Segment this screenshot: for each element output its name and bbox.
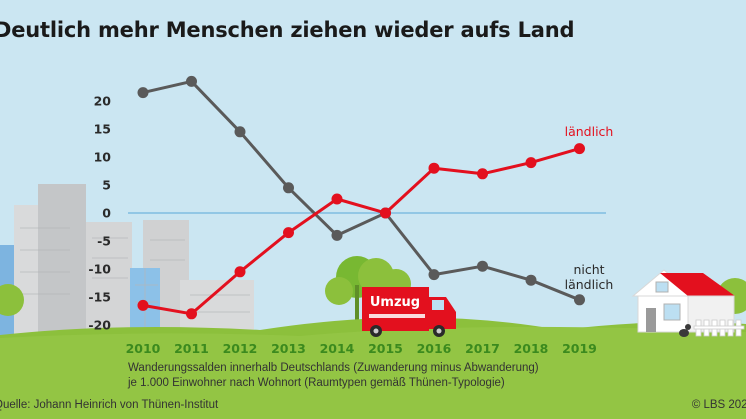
chart-caption: Wanderungssalden innerhalb Deutschlands … — [128, 361, 539, 391]
data-point-rural — [525, 157, 537, 169]
chart-title: Deutlich mehr Menschen ziehen wieder auf… — [0, 18, 575, 42]
grass-hill — [0, 326, 746, 419]
y-tick-label: 5 — [102, 178, 111, 193]
legend-nonrural-line1: nicht — [573, 262, 604, 277]
caption-line-2: je 1.000 Einwohner nach Wohnort (Raumtyp… — [128, 377, 505, 389]
data-point-nonrural — [331, 229, 343, 241]
data-point-rural — [428, 162, 440, 174]
y-axis-ticks: 20 15 10 5 0 -5 -10 -15 -20 — [88, 94, 111, 333]
moving-truck: Umzug — [362, 287, 456, 337]
caption-line-1: Wanderungssalden innerhalb Deutschlands … — [128, 362, 539, 374]
data-point-nonrural — [283, 182, 294, 194]
truck-label: Umzug — [370, 295, 420, 310]
y-tick-label: 15 — [94, 122, 111, 137]
y-tick-label: -20 — [88, 318, 111, 333]
tree — [325, 277, 353, 305]
data-point-rural — [283, 227, 294, 239]
series-line-rural — [141, 147, 581, 316]
y-tick-label: -10 — [88, 262, 111, 277]
copyright-note: © LBS 2022 — [691, 399, 746, 411]
legend-rural: ländlich — [565, 124, 614, 139]
x-tick-label: 2016 — [417, 341, 452, 356]
data-point-rural — [380, 207, 391, 219]
x-tick-label: 2015 — [368, 341, 403, 356]
x-tick-label: 2013 — [271, 341, 306, 356]
tree-trunk — [355, 285, 359, 325]
series-lines — [141, 79, 581, 316]
data-point-nonrural — [186, 75, 197, 87]
legend: ländlich nicht ländlich — [565, 124, 614, 292]
data-point-nonrural — [477, 260, 488, 272]
x-axis-ticks: 2010 2011 2012 2013 2014 2015 2016 2017 2018 2019 — [126, 341, 597, 356]
y-tick-label: 10 — [94, 150, 112, 165]
data-point-nonrural — [234, 126, 246, 138]
x-tick-label: 2014 — [320, 341, 355, 356]
x-tick-label: 2010 — [126, 341, 161, 356]
building — [38, 184, 86, 335]
source-note: Quelle: Johann Heinrich von Thünen-Insti… — [0, 399, 219, 411]
x-tick-label: 2018 — [514, 341, 549, 356]
series-points — [137, 75, 585, 320]
x-tick-label: 2012 — [223, 341, 258, 356]
y-tick-label: -15 — [88, 290, 111, 305]
y-tick-label: 0 — [102, 206, 111, 221]
x-tick-label: 2011 — [174, 341, 209, 356]
house — [631, 269, 745, 337]
data-point-rural — [137, 299, 149, 311]
data-point-nonrural — [574, 294, 585, 306]
series-line-nonrural — [141, 79, 581, 302]
data-point-nonrural — [428, 269, 440, 281]
building — [180, 280, 254, 335]
data-point-rural — [186, 308, 197, 320]
data-point-rural — [574, 143, 585, 155]
data-point-rural — [477, 168, 488, 180]
y-tick-label: 20 — [94, 94, 112, 109]
data-point-nonrural — [137, 87, 149, 99]
y-tick-label: -5 — [97, 234, 111, 249]
data-point-rural — [234, 266, 246, 278]
tree — [0, 284, 24, 316]
x-tick-label: 2019 — [562, 341, 597, 356]
data-point-nonrural — [525, 274, 537, 286]
data-point-rural — [331, 193, 343, 205]
background-illustration: Umzug — [0, 184, 746, 419]
x-tick-label: 2017 — [465, 341, 500, 356]
legend-nonrural-line2: ländlich — [565, 277, 614, 292]
